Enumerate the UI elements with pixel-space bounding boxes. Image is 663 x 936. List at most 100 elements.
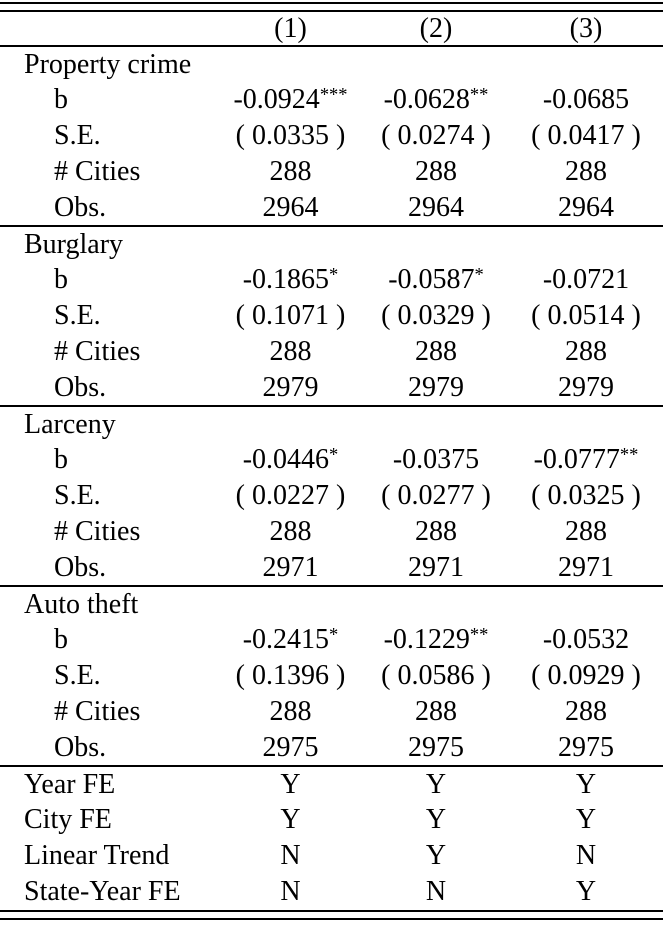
header-empty-cell	[0, 12, 218, 46]
row-label: # Cities	[54, 336, 141, 367]
row-label: b	[54, 444, 68, 475]
value-cell: -0.0375	[363, 442, 509, 478]
row-label: b	[54, 624, 68, 655]
value-cell: 2975	[363, 730, 509, 766]
cell-value: -0.2415	[242, 624, 330, 655]
significance-stars-icon: *	[474, 264, 484, 285]
value-cell: Y	[218, 802, 363, 838]
cell-value: ( 0.1396 )	[235, 660, 346, 691]
value-cell: -0.1865*	[218, 262, 363, 298]
cell-value: -0.0375	[392, 444, 480, 475]
value-cell: 2964	[509, 190, 663, 226]
cell-value: -0.0924	[233, 84, 320, 115]
value-cell: N	[363, 874, 509, 910]
value-cell: 2971	[363, 550, 509, 586]
value-cell: 288	[218, 334, 363, 370]
cell-value: 288	[269, 336, 312, 367]
column-header-3: (3)	[569, 12, 603, 44]
table-row: Obs. 2964 2964 2964	[0, 190, 663, 226]
section-label: Auto theft	[24, 588, 139, 620]
table-row: Obs. 2975 2975 2975	[0, 730, 663, 766]
value-cell: -0.0777**	[509, 442, 663, 478]
cell-value: ( 0.0227 )	[235, 480, 346, 511]
value-cell: -0.0685	[509, 82, 663, 118]
row-label: Obs.	[54, 371, 107, 403]
cell-value: ( 0.0325 )	[531, 480, 641, 511]
cell-value: 288	[415, 156, 457, 187]
cell-value: Y	[280, 804, 301, 835]
row-label: # Cities	[54, 156, 141, 187]
row-label: S.E.	[54, 480, 101, 511]
table-row: b -0.2415* -0.1229** -0.0532	[0, 622, 663, 658]
section-header-row: Auto theft	[0, 586, 663, 622]
table-row: State-Year FE N N Y	[0, 874, 663, 910]
table-header: (1) (2) (3)	[0, 12, 663, 46]
cell-value: 2971	[558, 551, 614, 583]
cell-value: -0.0721	[542, 264, 630, 295]
value-cell: -0.2415*	[218, 622, 363, 658]
value-cell: 288	[363, 334, 509, 370]
section-header-row: Larceny	[0, 406, 663, 442]
value-cell: -0.0924***	[218, 82, 363, 118]
section-auto-theft: Auto theft b -0.2415* -0.1229** -0.0532 S.E.(…	[0, 586, 663, 766]
cell-value: ( 0.0417 )	[531, 120, 641, 151]
value-cell: 288	[218, 154, 363, 190]
cell-value: -0.0777	[533, 444, 620, 475]
value-cell: 288	[218, 514, 363, 550]
section-header-row: Property crime	[0, 46, 663, 82]
cell-value: 2971	[262, 551, 319, 583]
cell-value: 2979	[262, 371, 319, 403]
table-row: Year FE Y Y Y	[0, 766, 663, 802]
cell-value: -0.1229	[383, 624, 470, 655]
cell-value: Y	[425, 804, 447, 835]
value-cell: -0.0532	[509, 622, 663, 658]
table-row: Obs. 2971 2971 2971	[0, 550, 663, 586]
value-cell: Y	[509, 802, 663, 838]
value-cell: ( 0.0329 )	[363, 298, 509, 334]
value-cell: 2964	[218, 190, 363, 226]
cell-value: -0.0532	[542, 624, 630, 655]
value-cell: 2971	[218, 550, 363, 586]
table-row: Linear Trend N Y N	[0, 838, 663, 874]
row-label: S.E.	[54, 660, 101, 691]
table-row: S.E. ( 0.1071 ) ( 0.0329 ) ( 0.0514 )	[0, 298, 663, 334]
value-cell: 288	[363, 154, 509, 190]
value-cell: ( 0.0325 )	[509, 478, 663, 514]
row-label: State-Year FE	[24, 876, 181, 907]
row-label: # Cities	[54, 516, 141, 547]
cell-value: 2964	[558, 191, 614, 223]
fixed-effects-footer: Year FE Y Y Y City FE Y Y Y Linear Trend N Y N State…	[0, 766, 663, 910]
table-row: S.E. ( 0.1396 ) ( 0.0586 ) ( 0.0929 )	[0, 658, 663, 694]
cell-value: 288	[269, 696, 312, 727]
value-cell: -0.0446*	[218, 442, 363, 478]
section-header-row: Burglary	[0, 226, 663, 262]
table-row: b -0.1865* -0.0587* -0.0721	[0, 262, 663, 298]
value-cell: -0.0628**	[363, 82, 509, 118]
row-label: S.E.	[54, 120, 101, 151]
table-row: # Cities 288 288 288	[0, 694, 663, 730]
value-cell: 2975	[509, 730, 663, 766]
cell-value: Y	[425, 840, 447, 871]
row-label: Linear Trend	[24, 840, 170, 871]
bottom-double-rule	[0, 910, 663, 920]
value-cell: Y	[509, 766, 663, 802]
top-double-rule	[0, 2, 663, 12]
row-label: # Cities	[54, 696, 141, 727]
value-cell: -0.0587*	[363, 262, 509, 298]
value-cell: 2979	[509, 370, 663, 406]
header-row: (1) (2) (3)	[0, 12, 663, 46]
table-row: # Cities 288 288 288	[0, 514, 663, 550]
table-row: Obs. 2979 2979 2979	[0, 370, 663, 406]
cell-value: N	[425, 876, 447, 907]
value-cell: Y	[218, 766, 363, 802]
value-cell: ( 0.1071 )	[218, 298, 363, 334]
significance-stars-icon: **	[619, 444, 639, 465]
cell-value: ( 0.0335 )	[235, 120, 346, 151]
value-cell: 288	[218, 694, 363, 730]
cell-value: 2975	[558, 731, 614, 763]
cell-value: ( 0.0586 )	[381, 660, 491, 691]
value-cell: Y	[363, 766, 509, 802]
row-label: City FE	[24, 804, 112, 835]
table-row: City FE Y Y Y	[0, 802, 663, 838]
section-larceny: Larceny b -0.0446* -0.0375 -0.0777** S.E. ( 0.…	[0, 406, 663, 586]
